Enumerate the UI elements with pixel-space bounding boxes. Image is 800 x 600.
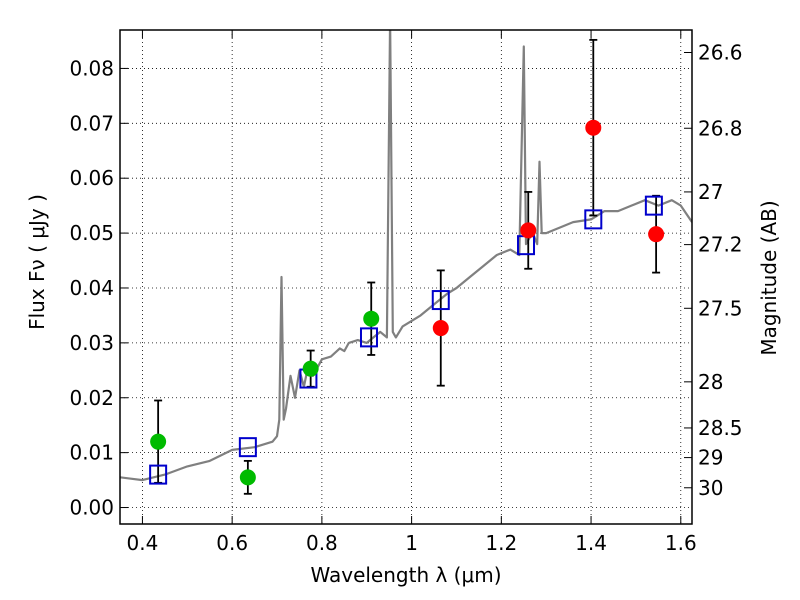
y2-tick-label: 26.8 — [698, 116, 743, 140]
model-photometry-square — [149, 464, 168, 485]
plot-frame — [119, 29, 693, 525]
y-axis-label: Flux Fν ( μJy ) — [25, 194, 49, 330]
spectrum-layer — [120, 30, 692, 482]
observed-flux-point — [648, 226, 665, 243]
y2-tick-label: 29 — [698, 446, 723, 470]
x-tick-label: 1 — [405, 531, 418, 555]
x-tick-label: 0.6 — [216, 531, 248, 555]
marker-layer — [149, 119, 665, 486]
y-tick-label: 0.02 — [69, 386, 114, 410]
y2-tick-label: 27.2 — [698, 233, 743, 257]
x-tick-label: 1.2 — [485, 531, 517, 555]
y2-tick-label: 27.5 — [698, 296, 743, 320]
x-tick-label: 0.4 — [127, 531, 159, 555]
y-axis-ticks: 0.00 0.01 0.02 0.03 0.04 0.05 0.06 0.07 0.08 — [69, 56, 128, 520]
model-photometry-square — [584, 209, 603, 230]
y2-axis-label: Magnitude (AB) — [757, 200, 781, 355]
y2-tick-label: 30 — [698, 476, 723, 500]
observed-flux-point — [585, 119, 602, 136]
model-photometry-square — [431, 290, 450, 311]
observed-flux-point — [239, 469, 256, 486]
observed-flux-point — [432, 320, 449, 337]
x-axis-label: Wavelength λ (μm) — [310, 563, 501, 587]
y-tick-label: 0.01 — [69, 441, 114, 465]
observed-flux-point — [520, 222, 537, 239]
observed-flux-point — [150, 433, 167, 450]
y-tick-label: 0.08 — [69, 56, 114, 80]
observed-flux-point — [363, 310, 380, 327]
model-photometry-square — [238, 437, 257, 458]
y-tick-label: 0.04 — [69, 276, 114, 300]
x-tick-label: 0.8 — [306, 531, 338, 555]
y2-tick-label: 28.5 — [698, 416, 743, 440]
y2-tick-label: 27 — [698, 180, 723, 204]
x-tick-label: 1.6 — [665, 531, 697, 555]
y-tick-label: 0.05 — [69, 221, 114, 245]
y-tick-label: 0.06 — [69, 166, 114, 190]
y-tick-label: 0.07 — [69, 111, 114, 135]
model-photometry-square — [359, 327, 378, 348]
model-photometry-square — [644, 195, 663, 216]
observed-flux-point — [302, 360, 319, 377]
plot-background — [120, 30, 692, 524]
model-spectrum-line — [120, 30, 692, 482]
y-tick-label: 0.00 — [69, 496, 114, 520]
x-axis-ticks: 0.4 0.6 0.8 1 1.2 1.4 1.6 — [127, 30, 697, 555]
y2-tick-label: 26.6 — [698, 41, 743, 65]
y2-axis-ticks: 26.6 26.8 27 27.2 27.5 28 28.5 29 30 — [684, 41, 743, 500]
y2-tick-label: 28 — [698, 370, 723, 394]
y-tick-label: 0.03 — [69, 331, 114, 355]
x-tick-label: 1.4 — [575, 531, 607, 555]
